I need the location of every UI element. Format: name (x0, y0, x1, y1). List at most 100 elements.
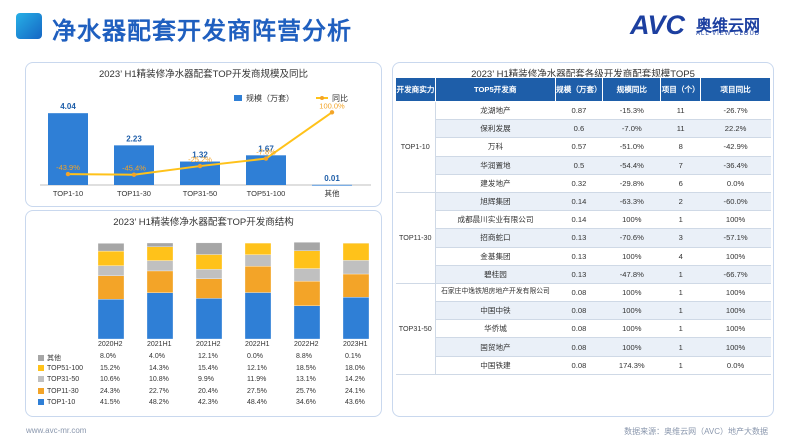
legend-swatch-scale (234, 95, 242, 101)
structure-value: 11.9% (247, 376, 267, 383)
table-cell: -29.8% (602, 174, 661, 193)
stack-segment-2022H2 (293, 268, 321, 282)
table-cell: 0.13 (555, 228, 603, 248)
structure-value: 10.8% (149, 376, 169, 383)
table-cell: 招商蛇口 (435, 228, 556, 248)
table-cell: 1 (660, 283, 701, 303)
tier-label: TOP1-10 (395, 101, 436, 193)
table-cell: -47.8% (602, 265, 661, 284)
yoy-value-label: -25.2% (188, 155, 212, 164)
legend-swatch (38, 387, 44, 394)
table-cell: 0.14 (555, 192, 603, 212)
table-row: 碧桂园 0.13 -47.8% 1 -66.7% (396, 265, 771, 284)
footer-source: 数据来源：奥维云网（AVC）地产大数据 (624, 427, 768, 436)
legend-swatch (38, 399, 44, 406)
table-cell: 100% (700, 283, 771, 303)
stack-segment-2021H1 (146, 270, 174, 293)
table-cell: 0.57 (555, 137, 603, 157)
table-cell: 华侨城 (435, 319, 556, 339)
yoy-value-label: -45.4% (122, 164, 146, 173)
table-cell: 0.32 (555, 174, 603, 193)
scale-chart: 规模（万套） 同比 4.04 TOP1-10 2.23 TOP11-30 1.32 TOP31… (40, 93, 371, 198)
structure-table-row: TOP31-50 10.6% 10.8% 9.9% 11.9% 13.1% 14.2% (38, 376, 365, 387)
stack-segment-2020H2 (97, 265, 125, 276)
stack-segment-2022H1 (244, 254, 272, 267)
structure-value: 10.6% (100, 376, 120, 383)
legend-label-scale: 规模（万套） (246, 93, 294, 103)
table-row: 金基集团 0.13 100% 4 100% (396, 247, 771, 266)
period-label: 2023H1 (343, 341, 368, 348)
stack-segment-2021H1 (146, 246, 174, 261)
period-label: 2021H2 (196, 341, 221, 348)
legend-swatch (38, 376, 44, 383)
table-cell: 0.13 (555, 247, 603, 266)
legend-marker-yoy (320, 96, 324, 100)
table-cell: 0.6 (555, 119, 603, 139)
table-row: 中国中铁 0.08 100% 1 100% (396, 301, 771, 321)
structure-chart (97, 242, 370, 340)
yoy-value-label: -43.9% (56, 163, 80, 172)
table-cell: 100% (700, 210, 771, 230)
table-row: 保利发展 0.6 -7.0% 11 22.2% (396, 119, 771, 139)
column-header: TOP5开发商 (434, 77, 556, 102)
stack-segment-2021H1 (146, 260, 174, 272)
legend-swatch (38, 355, 44, 362)
table-cell: 1 (660, 210, 701, 230)
structure-value: 14.2% (345, 376, 365, 383)
bar-value-label: 4.04 (60, 102, 76, 111)
stack-segment-2022H2 (293, 280, 321, 306)
stack-segment-2021H2 (195, 242, 223, 255)
table-cell: 100% (700, 319, 771, 339)
table-cell: -66.7% (700, 265, 771, 284)
table-cell: -36.4% (700, 156, 771, 175)
table-row: 国贸地产 0.08 100% 1 100% (396, 337, 771, 357)
bar-TOP11-30 (114, 145, 154, 185)
series-name: TOP11-30 (47, 387, 79, 395)
structure-value: 8.0% (100, 353, 116, 360)
period-label: 2022H2 (294, 341, 319, 348)
logo-name-cn: 奥维云网 (696, 18, 761, 35)
table-cell: 碧桂园 (435, 265, 556, 284)
table-cell: -54.4% (602, 156, 661, 175)
column-header: 项目同比 (700, 77, 771, 102)
table-cell: 国贸地产 (435, 337, 556, 357)
stack-segment-2021H1 (146, 242, 174, 247)
table-row: 华侨城 0.08 100% 1 100% (396, 319, 771, 339)
series-name: TOP31-50 (47, 376, 80, 383)
structure-table-row: TOP1-10 41.5% 48.2% 42.3% 48.4% 34.6% 43.6% (38, 399, 365, 410)
table-cell: -51.0% (602, 137, 661, 157)
table-cell: -70.6% (602, 228, 661, 248)
column-header: 规模（万套） (554, 77, 604, 102)
stack-segment-2020H2 (97, 250, 125, 266)
period-label: 2021H1 (147, 341, 172, 348)
table-cell: 4 (660, 247, 701, 266)
column-header: 开发商实力 (395, 77, 436, 102)
structure-value: 18.0% (345, 364, 365, 372)
table-cell: 万科 (435, 137, 556, 157)
structure-chart-title: 2023’ H1精装修净水器配套TOP开发商结构 (113, 217, 294, 228)
table-cell: 0.0% (700, 356, 771, 375)
stack-segment-2023H1 (342, 273, 370, 298)
table-cell: 0.08 (555, 319, 603, 339)
table-row: 建发地产 0.32 -29.8% 6 0.0% (396, 174, 771, 193)
yoy-point (329, 110, 335, 115)
table-cell: 中国中铁 (435, 301, 556, 321)
footer-website[interactable]: www.avc-mr.com (26, 426, 87, 435)
structure-value: 14.3% (149, 364, 169, 372)
header: 净水器配套开发商阵营分析 (0, 8, 520, 45)
yoy-point (263, 156, 269, 161)
table-row: 招商蛇口 0.13 -70.6% 3 -57.1% (396, 228, 771, 248)
bar-value-label: 2.23 (126, 134, 142, 143)
tier-label: TOP31-50 (395, 283, 436, 375)
table-cell: 100% (700, 247, 771, 266)
table-cell: 3 (660, 228, 701, 248)
structure-value: 0.1% (345, 353, 361, 360)
x-tick-label: TOP11-30 (117, 189, 151, 198)
structure-value: 24.3% (100, 387, 120, 395)
table-cell: 100% (602, 247, 661, 266)
logo-name-en: ALL VIEW CLOUD (696, 31, 761, 37)
table-row: 万科 0.57 -51.0% 8 -42.9% (396, 137, 771, 157)
table-cell: -57.1% (700, 228, 771, 248)
structure-value: 15.4% (198, 364, 218, 372)
stack-segment-2022H1 (244, 265, 272, 293)
